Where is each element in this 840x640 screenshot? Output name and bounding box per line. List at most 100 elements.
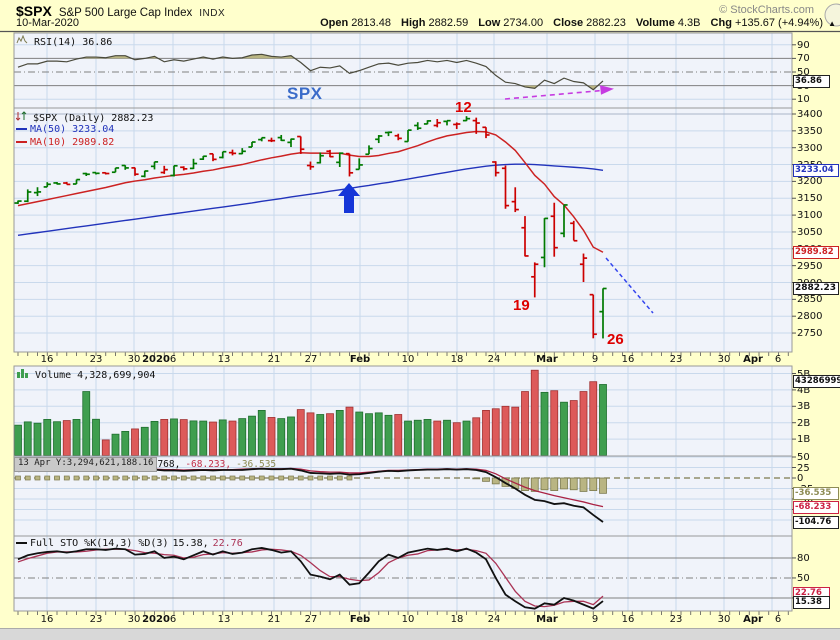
volume-bar xyxy=(316,414,325,456)
indicator-histogram-bar xyxy=(579,477,588,492)
rsi-line xyxy=(17,53,604,91)
indicator-histogram-bar xyxy=(472,477,481,480)
indicator-histogram-dot xyxy=(112,475,119,481)
date-label: 16 xyxy=(40,614,54,625)
price-axis-label: 3400 xyxy=(797,109,823,120)
volume-bar xyxy=(82,391,91,456)
sto-k-callout: 15.38 xyxy=(793,596,830,609)
volume-legend-text: Volume 4,328,699,904 xyxy=(35,370,156,381)
indicator-histogram-dot xyxy=(24,475,31,481)
indicator-histogram-dot xyxy=(346,475,353,481)
volume-bar xyxy=(33,422,42,456)
symbol-exchange: INDX xyxy=(199,8,226,19)
price-legend-text: $SPX (Daily) 2882.23 xyxy=(33,113,154,124)
indicator-histogram-dot xyxy=(54,475,60,481)
date-label: 6 xyxy=(774,614,782,625)
volume-bar xyxy=(569,400,578,456)
sto-axis-label: 50 xyxy=(797,572,810,584)
date-label: 6 xyxy=(169,354,177,365)
date-label: 21 xyxy=(267,614,281,625)
volume-bar xyxy=(530,369,539,456)
volume-bar xyxy=(306,412,315,456)
volume-bar xyxy=(131,428,139,456)
main-plot-area[interactable] xyxy=(14,108,792,352)
price-axis-label: 3300 xyxy=(797,142,823,154)
indicator-histogram-dot xyxy=(249,475,255,481)
date-label: 16 xyxy=(621,354,635,365)
volume-bar xyxy=(345,406,354,456)
date-label: 13 xyxy=(217,614,231,625)
price-chart-icon xyxy=(15,111,27,121)
indicator-histogram-dot xyxy=(268,475,275,481)
price-axis-label: 3100 xyxy=(797,210,823,222)
volume-bar xyxy=(101,439,110,456)
indicator-histogram-dot xyxy=(34,475,41,481)
volume-bar xyxy=(111,433,120,456)
price-axis-label: 3050 xyxy=(797,226,823,238)
indicator-histogram-dot xyxy=(171,475,177,481)
ma10-legend: MA(10) 2989.82 xyxy=(16,137,114,148)
indicator-histogram-bar xyxy=(540,477,549,491)
date-label: 23 xyxy=(669,614,683,625)
volume-bar xyxy=(121,430,130,456)
hover-tooltip: 13 Apr Y:3,294,621,188.16 xyxy=(14,457,158,472)
sto-k-line xyxy=(17,547,604,610)
blue-up-arrow-icon xyxy=(338,183,360,213)
chg-label: Chg xyxy=(710,17,732,29)
price-axis-label: 2950 xyxy=(797,260,823,272)
rsi-plot-area[interactable] xyxy=(14,33,792,108)
volume-bar xyxy=(491,408,500,456)
volume-bar xyxy=(248,415,256,456)
chart-header: $SPX S&P 500 Large Cap Index INDX xyxy=(16,3,225,19)
date-label: 30 xyxy=(127,354,141,365)
indicator-legend: 4.768, -68.233, -36.535 xyxy=(146,459,276,470)
date-label: 30 xyxy=(717,614,731,625)
sto-legend: Full STO %K(14,3) %D(3) 15.38, 22.76 xyxy=(16,538,243,549)
date-label: 21 xyxy=(267,354,281,365)
date-label: 2020 xyxy=(142,354,170,365)
sto-plot-area[interactable] xyxy=(14,536,792,611)
volume-bar xyxy=(355,411,364,456)
indicator-histogram-dot xyxy=(180,475,187,481)
volume-bar xyxy=(296,409,305,456)
indicator-histogram-dot xyxy=(132,475,138,481)
price-legend: $SPX (Daily) 2882.23 xyxy=(15,111,154,124)
volume-bar xyxy=(423,419,432,456)
indicator-histogram-dot xyxy=(317,475,324,481)
magenta-arrowhead-icon xyxy=(600,85,614,95)
indicator-histogram-dot xyxy=(93,475,99,481)
volume-bar xyxy=(579,391,588,456)
indicator-histogram-dot xyxy=(141,475,148,481)
indicator-axis-label: 0 xyxy=(797,473,804,484)
date-label: 30 xyxy=(717,354,731,365)
volume-bar xyxy=(521,391,529,456)
indicator-histogram-dot xyxy=(210,475,216,481)
volume-bar xyxy=(160,419,169,456)
date-label: 23 xyxy=(669,354,683,365)
price-axis-label: 2750 xyxy=(797,328,823,340)
volume-value-callout: 4328699904 xyxy=(793,375,840,388)
volume-bar xyxy=(199,420,208,456)
date-label: Apr xyxy=(743,354,763,365)
price-axis-label: 3150 xyxy=(797,193,823,205)
price-axis-label: 3350 xyxy=(797,125,823,137)
high-label: High xyxy=(401,17,426,29)
indicator-histogram-dot xyxy=(44,475,51,481)
date-label: 23 xyxy=(89,614,103,625)
volume-bar xyxy=(53,421,61,456)
volume-bar xyxy=(599,384,607,456)
sto-d-value: 22.76 xyxy=(212,538,243,549)
price-axis-label: 3200 xyxy=(797,176,823,188)
date-label: 9 xyxy=(591,614,599,625)
ma50-swatch xyxy=(16,128,27,130)
volume-bar xyxy=(384,414,393,456)
volume-bar xyxy=(170,418,178,456)
volume-bar xyxy=(287,416,295,456)
indicator-histogram-dot xyxy=(219,475,226,481)
indicator-histogram-dot xyxy=(73,475,80,481)
date-label: 16 xyxy=(621,614,635,625)
volume-bar xyxy=(209,421,217,456)
stockcharts-logo xyxy=(824,3,840,27)
up-triangle-icon: ▲ xyxy=(828,19,836,28)
date-label: 30 xyxy=(127,614,141,625)
